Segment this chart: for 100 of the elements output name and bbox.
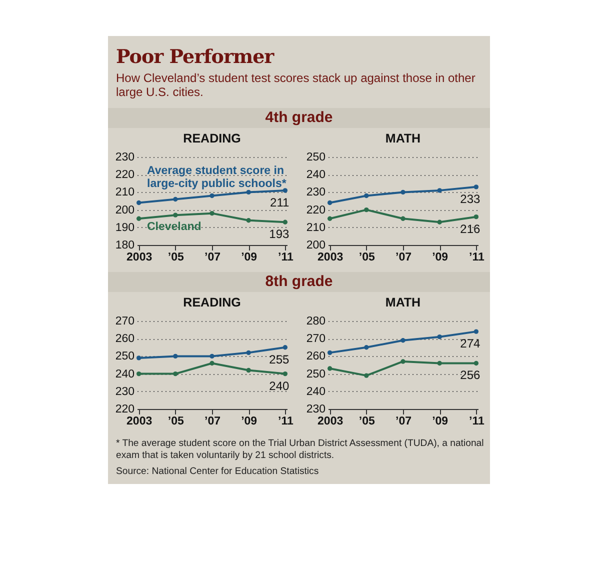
text: How Cleveland’s student test scores stack up against those in other large U.S. cities. <box>116 71 476 99</box>
point <box>437 220 442 224</box>
series-label: Average student score in large-city public schools* <box>147 165 287 190</box>
data-label: 274 <box>460 336 480 351</box>
y-tick-label: 220 <box>115 404 134 416</box>
point <box>400 216 406 221</box>
x-tick-label: ’09 <box>432 252 448 264</box>
y-tick-label: 210 <box>306 222 326 234</box>
point <box>364 345 369 350</box>
y-tick-label: 230 <box>306 404 326 416</box>
x-tick-label: ’09 <box>241 416 258 428</box>
y-tick-label: 250 <box>306 152 326 164</box>
data-label: 255 <box>269 352 290 366</box>
point <box>364 373 369 378</box>
point <box>364 193 369 198</box>
point <box>474 329 479 334</box>
chart-title: READING <box>183 132 241 146</box>
source-note: Source: National Center for Education Statistics <box>115 466 320 478</box>
x-tick-label: 2003 <box>318 252 344 264</box>
x-tick-label: ’11 <box>278 416 294 428</box>
y-tick-label: 230 <box>306 186 326 199</box>
y-tick-label: 270 <box>306 333 326 346</box>
x-tick-label: ’11 <box>468 252 485 264</box>
data-label: 211 <box>270 195 290 210</box>
y-tick-label: 220 <box>306 204 326 216</box>
y-tick-label: 240 <box>115 368 134 380</box>
x-tick-label: ’11 <box>278 252 294 264</box>
point <box>210 360 214 366</box>
y-tick-label: 250 <box>306 368 326 380</box>
x-tick-label: ’05 <box>358 252 376 264</box>
y-tick-label: 280 <box>306 316 326 328</box>
x-tick-label: ’07 <box>396 416 412 428</box>
point <box>173 354 178 359</box>
point <box>173 371 178 376</box>
point <box>437 188 442 193</box>
y-tick-label: 220 <box>115 169 134 182</box>
point <box>474 214 479 220</box>
point <box>400 359 406 364</box>
text: Poor Performer <box>116 46 276 68</box>
y-tick-label: 240 <box>306 169 326 182</box>
point <box>282 188 288 193</box>
point <box>136 371 142 376</box>
data-label: 240 <box>269 378 290 393</box>
data-label: 193 <box>269 227 290 242</box>
point <box>246 368 251 373</box>
y-tick-label: 250 <box>115 350 134 363</box>
point <box>246 350 251 356</box>
text: 8th grade <box>108 272 490 292</box>
x-tick-label: ’07 <box>204 252 220 264</box>
data-label: 216 <box>460 222 480 236</box>
chart-title: MATH <box>385 296 421 310</box>
y-tick-label: 200 <box>115 204 134 216</box>
point <box>210 354 214 359</box>
point <box>246 218 251 223</box>
point <box>400 190 406 195</box>
y-tick-label: 230 <box>115 386 134 398</box>
x-tick-label: ’07 <box>396 252 412 264</box>
point <box>474 184 479 190</box>
text: * The average student score on the Trial Urban District Assessment (TUDA), a national exam that is taken voluntarily by 21 school districts. <box>115 438 485 462</box>
data-label: 256 <box>460 368 480 382</box>
chart-title: READING <box>183 296 241 310</box>
point <box>282 345 288 350</box>
x-tick-label: ’05 <box>358 416 376 428</box>
x-tick-label: ’05 <box>168 416 185 428</box>
point <box>474 360 479 366</box>
point <box>364 207 369 212</box>
y-tick-label: 270 <box>115 316 134 328</box>
point <box>327 200 332 206</box>
point <box>210 210 214 216</box>
text: 4th grade <box>108 108 490 128</box>
point <box>437 360 442 366</box>
y-tick-label: 260 <box>306 350 326 363</box>
point <box>246 190 251 195</box>
x-tick-label: 2003 <box>126 416 152 428</box>
point <box>136 356 142 360</box>
x-tick-label: ’09 <box>241 252 258 264</box>
y-tick-label: 180 <box>115 240 134 252</box>
x-tick-label: ’07 <box>204 416 220 428</box>
y-tick-label: 200 <box>306 240 326 252</box>
x-tick-label: ’05 <box>168 252 185 264</box>
y-tick-label: 260 <box>115 333 134 346</box>
x-tick-label: ’09 <box>432 416 448 428</box>
y-tick-label: 210 <box>115 186 134 199</box>
point <box>173 196 178 202</box>
point <box>327 216 332 221</box>
point <box>437 334 442 340</box>
point <box>136 216 142 221</box>
point <box>282 371 288 376</box>
chart-title: MATH <box>385 132 421 146</box>
series-label: Cleveland <box>147 221 202 233</box>
y-tick-label: 190 <box>115 222 134 234</box>
x-tick-label: 2003 <box>126 252 152 264</box>
point <box>400 338 406 343</box>
point <box>173 212 178 218</box>
point <box>327 366 332 371</box>
point <box>136 200 142 206</box>
point <box>327 350 332 356</box>
point <box>210 193 214 198</box>
y-tick-label: 240 <box>306 386 326 398</box>
point <box>282 220 288 224</box>
